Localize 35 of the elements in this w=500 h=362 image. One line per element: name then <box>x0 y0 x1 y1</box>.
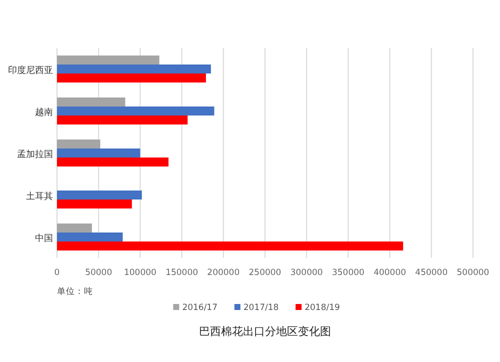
bar <box>57 140 100 148</box>
bar <box>57 148 140 158</box>
x-tick-label: 250000 <box>248 268 282 278</box>
bar <box>57 74 206 82</box>
bar <box>57 106 214 116</box>
bar <box>57 200 132 208</box>
bar <box>57 64 211 74</box>
y-tick-label: 孟加拉国 <box>17 149 53 160</box>
bar <box>57 116 188 124</box>
x-tick-label: 300000 <box>290 268 323 278</box>
x-tick-label: 50000 <box>85 268 112 278</box>
legend-label: 2018/19 <box>304 303 340 313</box>
legend-label: 2017/18 <box>243 303 279 313</box>
y-tick-label: 中国 <box>35 233 53 244</box>
x-tick-label: 400000 <box>374 268 406 278</box>
bar <box>57 224 92 232</box>
bar <box>57 56 160 64</box>
x-tick-label: 150000 <box>166 268 198 278</box>
y-tick-label: 土耳其 <box>26 191 53 202</box>
bar <box>57 242 404 250</box>
bar <box>57 232 123 242</box>
x-tick-label: 100000 <box>124 268 156 278</box>
x-tick-label: 450000 <box>415 268 448 278</box>
x-tick-label: 350000 <box>332 268 364 278</box>
bar <box>57 158 168 166</box>
x-tick-label: 200000 <box>207 268 240 278</box>
bar <box>57 190 142 200</box>
x-tick-label: 0 <box>54 268 60 278</box>
text: 巴西棉花出口分地区变化图 <box>199 325 331 338</box>
bar <box>57 98 126 106</box>
legend-label: 2016/17 <box>182 303 218 313</box>
y-tick-label: 越南 <box>35 107 53 118</box>
y-tick-label: 印度尼西亚 <box>8 65 53 76</box>
x-tick-label: 500000 <box>456 268 490 278</box>
text: 单位：吨 <box>57 286 93 297</box>
